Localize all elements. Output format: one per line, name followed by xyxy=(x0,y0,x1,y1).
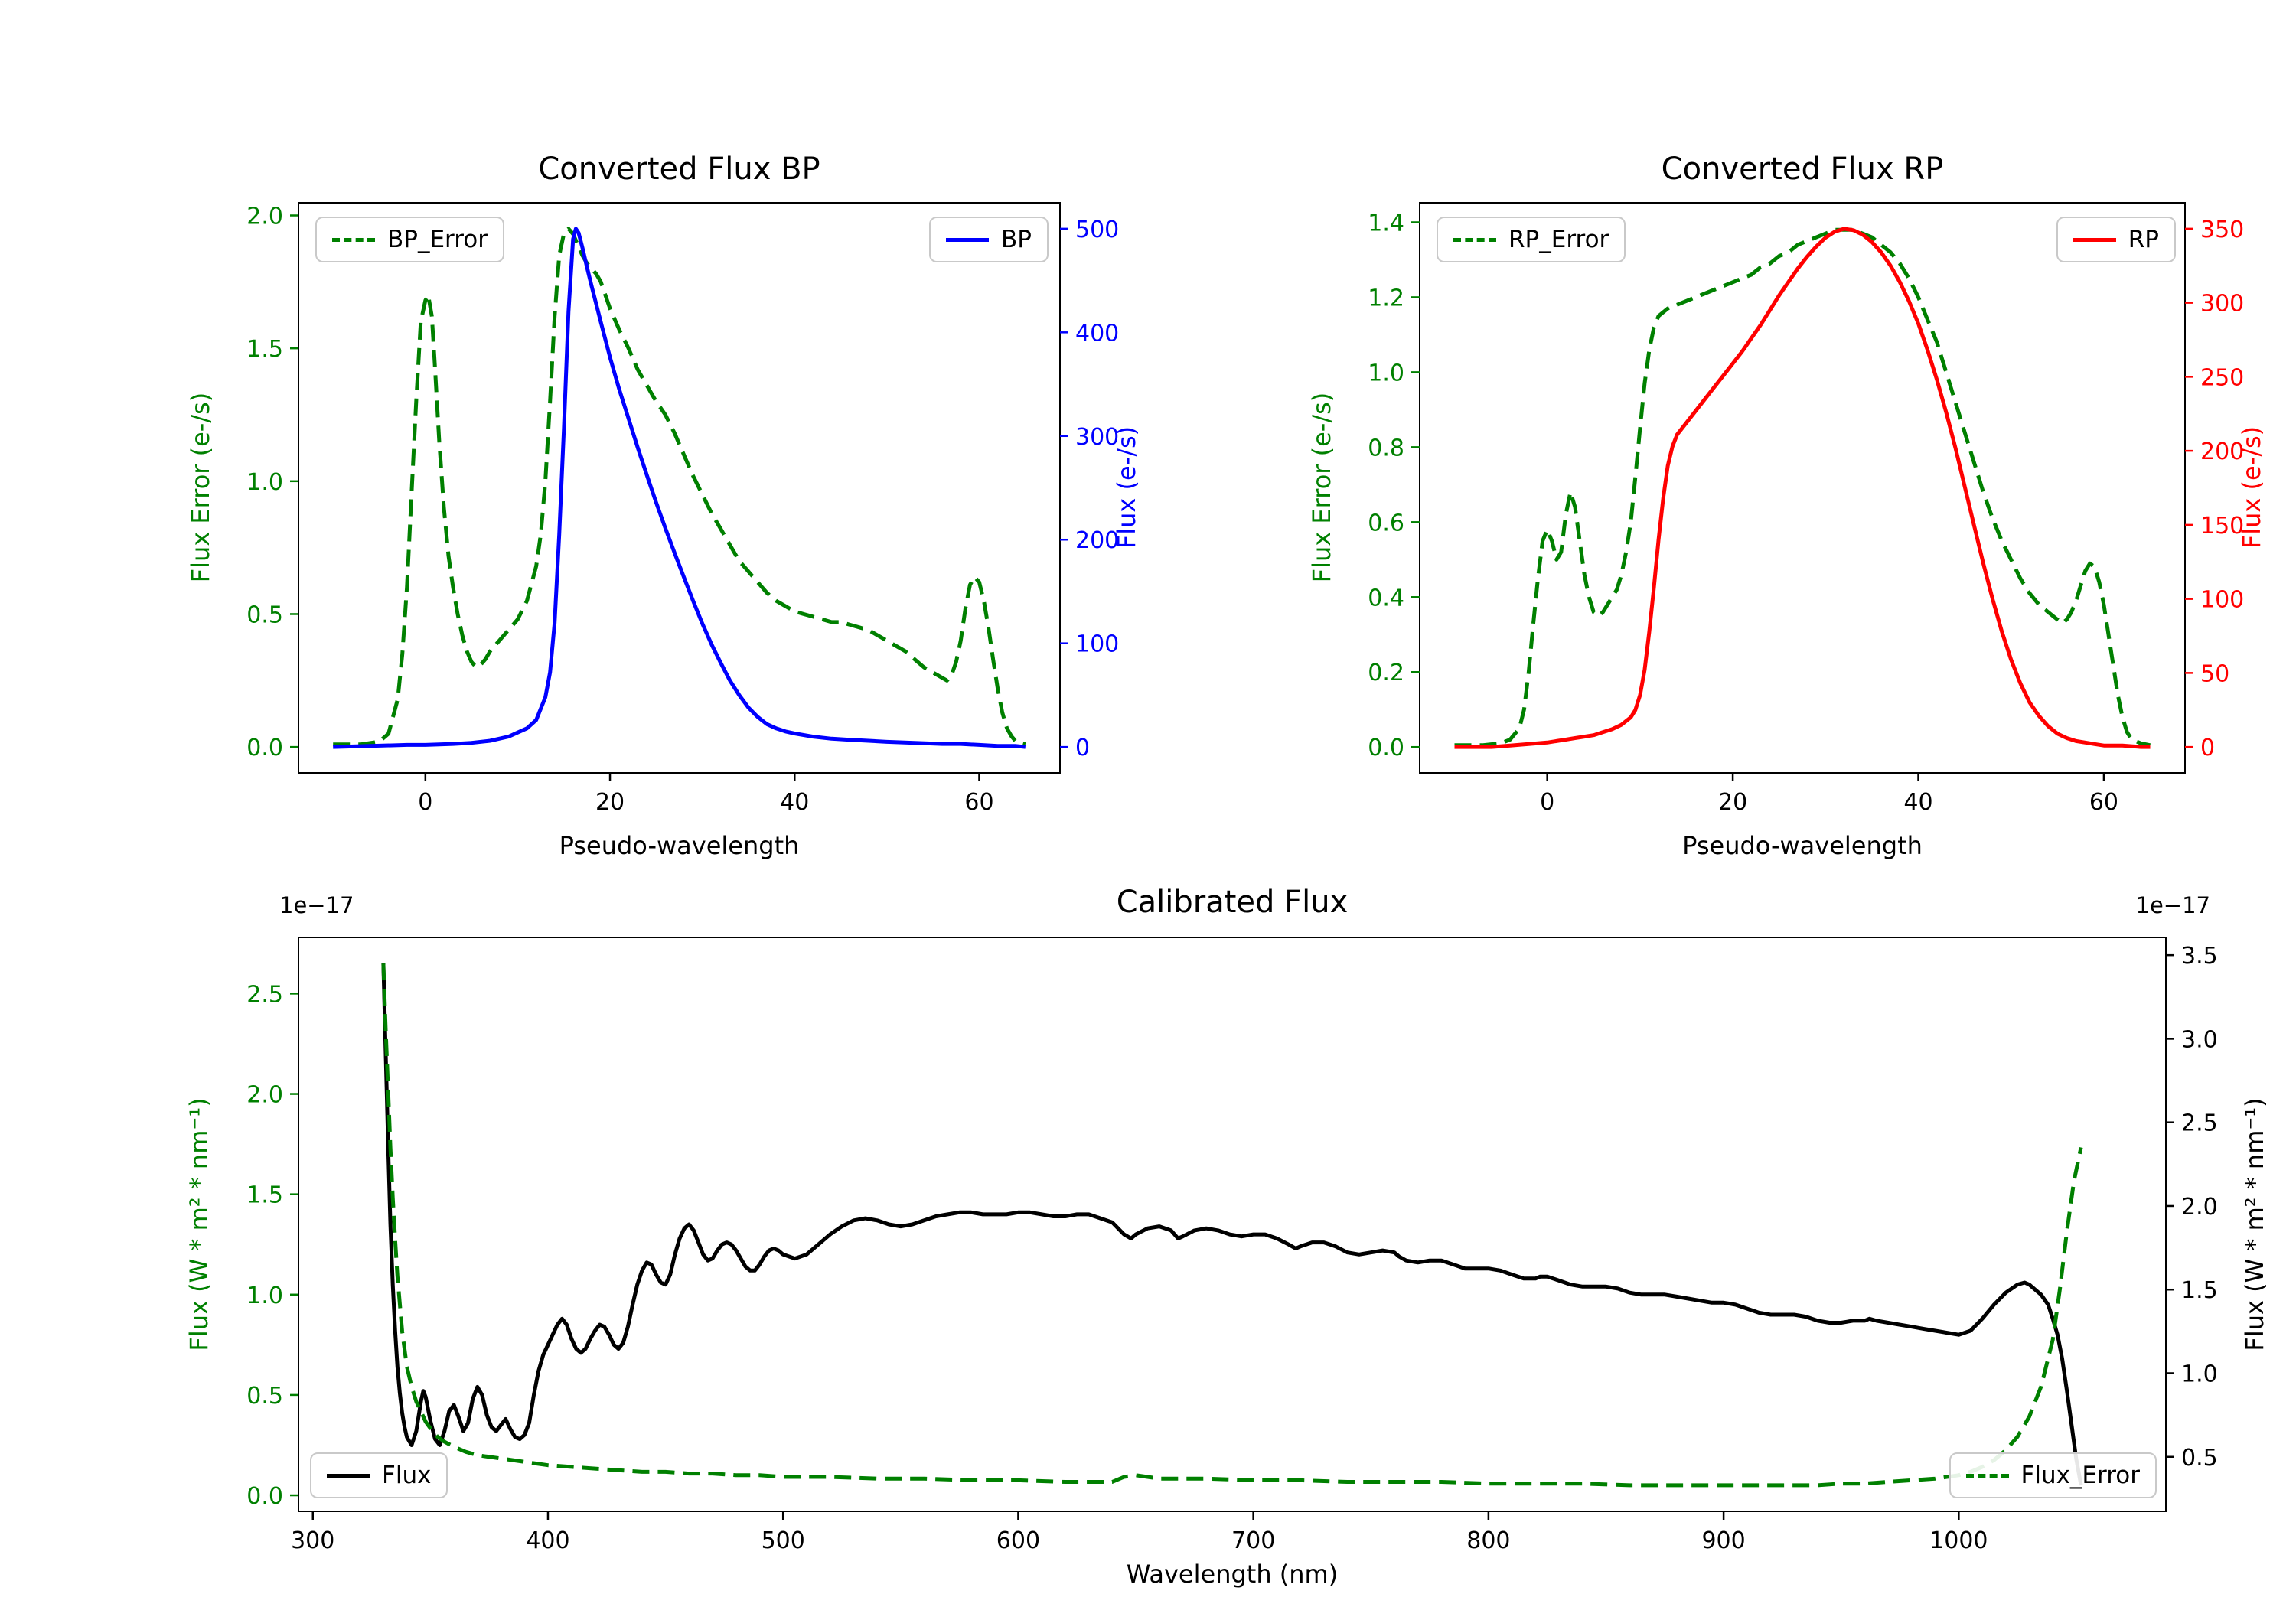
bp-error-legend-line-icon xyxy=(332,237,375,242)
svg-text:1.5: 1.5 xyxy=(246,336,283,363)
svg-text:0.0: 0.0 xyxy=(246,735,283,761)
flux-error-legend: Flux_Error xyxy=(1949,1452,2157,1498)
svg-text:0.5: 0.5 xyxy=(246,1383,283,1410)
cal-title: Calibrated Flux xyxy=(1116,885,1349,920)
svg-text:400: 400 xyxy=(1075,320,1119,347)
svg-text:0.2: 0.2 xyxy=(1368,660,1404,686)
svg-text:0.6: 0.6 xyxy=(1368,510,1404,536)
rp-error-legend-line-icon xyxy=(1453,237,1496,242)
rp-ylabel-left: Flux Error (e-/s) xyxy=(1307,392,1336,583)
svg-text:2.0: 2.0 xyxy=(2181,1194,2218,1221)
rp-xlabel: Pseudo-wavelength xyxy=(1682,831,1923,860)
cal-xlabel: Wavelength (nm) xyxy=(1126,1560,1339,1589)
svg-text:40: 40 xyxy=(1903,789,1932,816)
svg-text:0: 0 xyxy=(1075,735,1090,761)
svg-text:1.0: 1.0 xyxy=(246,469,283,496)
flux-legend: Flux xyxy=(310,1452,448,1498)
svg-text:1.0: 1.0 xyxy=(1368,360,1404,386)
svg-text:400: 400 xyxy=(526,1527,569,1554)
svg-text:1.4: 1.4 xyxy=(1368,210,1404,236)
svg-text:150: 150 xyxy=(2200,513,2244,539)
svg-text:1.5: 1.5 xyxy=(2181,1277,2218,1304)
svg-text:300: 300 xyxy=(1075,424,1119,451)
svg-text:100: 100 xyxy=(2200,587,2244,614)
rp-legend-label: RP xyxy=(2128,226,2159,253)
rp-title: Converted Flux RP xyxy=(1661,152,1944,187)
bp-xlabel: Pseudo-wavelength xyxy=(559,831,800,860)
svg-text:0.4: 0.4 xyxy=(1368,585,1404,611)
svg-text:2.0: 2.0 xyxy=(246,203,283,230)
svg-text:0.5: 0.5 xyxy=(246,601,283,628)
flux-error-legend-label: Flux_Error xyxy=(2020,1462,2141,1489)
svg-text:1.0: 1.0 xyxy=(246,1283,283,1309)
svg-text:20: 20 xyxy=(595,789,625,816)
bp-legend-label: BP xyxy=(1001,226,1032,253)
svg-text:0.5: 0.5 xyxy=(2181,1445,2218,1472)
svg-text:60: 60 xyxy=(2089,789,2118,816)
rp-ylabel-right: Flux (e-/s) xyxy=(2237,425,2266,549)
svg-text:200: 200 xyxy=(2200,438,2244,465)
svg-text:1.2: 1.2 xyxy=(1368,285,1404,311)
svg-text:1.0: 1.0 xyxy=(2181,1361,2218,1387)
bp-title: Converted Flux BP xyxy=(538,152,820,187)
svg-text:0.8: 0.8 xyxy=(1368,435,1404,461)
svg-text:500: 500 xyxy=(762,1527,805,1554)
svg-text:600: 600 xyxy=(996,1527,1040,1554)
svg-text:100: 100 xyxy=(1075,631,1119,658)
rp-error-legend-label: RP_Error xyxy=(1508,226,1609,253)
flux-legend-label: Flux xyxy=(382,1462,432,1489)
svg-text:60: 60 xyxy=(964,789,993,816)
cal-right-offset-text: 1e−17 xyxy=(2135,892,2211,918)
bp-ylabel-left: Flux Error (e-/s) xyxy=(186,392,215,583)
svg-text:300: 300 xyxy=(291,1527,334,1554)
svg-text:3.5: 3.5 xyxy=(2181,943,2218,970)
svg-text:40: 40 xyxy=(780,789,809,816)
svg-text:2.5: 2.5 xyxy=(2181,1110,2218,1137)
svg-text:900: 900 xyxy=(1701,1527,1745,1554)
bp-error-legend: BP_Error xyxy=(315,217,505,262)
svg-text:50: 50 xyxy=(2200,660,2229,687)
svg-text:0: 0 xyxy=(2200,735,2215,761)
svg-text:0: 0 xyxy=(1540,789,1554,816)
svg-text:700: 700 xyxy=(1231,1527,1275,1554)
svg-text:350: 350 xyxy=(2200,217,2244,243)
flux-error-legend-line-icon xyxy=(1965,1473,2009,1478)
flux-legend-line-icon xyxy=(327,1473,370,1478)
cal-ylabel-left: Flux (W * m² * nm⁻¹) xyxy=(184,1097,214,1351)
rp-legend: RP xyxy=(2056,217,2176,262)
svg-text:250: 250 xyxy=(2200,364,2244,391)
bp-legend-line-icon xyxy=(946,237,990,242)
svg-text:1000: 1000 xyxy=(1929,1527,1988,1554)
svg-text:0.0: 0.0 xyxy=(246,1483,283,1510)
rp-legend-line-icon xyxy=(2073,237,2116,242)
svg-text:800: 800 xyxy=(1466,1527,1510,1554)
bp-legend: BP xyxy=(929,217,1049,262)
svg-text:1.5: 1.5 xyxy=(246,1182,283,1209)
cal-ylabel-right: Flux (W * m² * nm⁻¹) xyxy=(2240,1097,2269,1351)
bp-ylabel-right: Flux (e-/s) xyxy=(1112,425,1141,549)
bp-error-legend-label: BP_Error xyxy=(387,226,488,253)
svg-text:0: 0 xyxy=(418,789,432,816)
svg-text:3.0: 3.0 xyxy=(2181,1026,2218,1053)
svg-text:20: 20 xyxy=(1718,789,1747,816)
cal-left-offset-text: 1e−17 xyxy=(279,892,354,918)
svg-text:300: 300 xyxy=(2200,291,2244,318)
svg-text:500: 500 xyxy=(1075,217,1119,243)
svg-text:0.0: 0.0 xyxy=(1368,735,1404,761)
svg-text:200: 200 xyxy=(1075,527,1119,554)
svg-text:2.0: 2.0 xyxy=(246,1082,283,1109)
rp-error-legend: RP_Error xyxy=(1437,217,1626,262)
svg-text:2.5: 2.5 xyxy=(246,981,283,1008)
